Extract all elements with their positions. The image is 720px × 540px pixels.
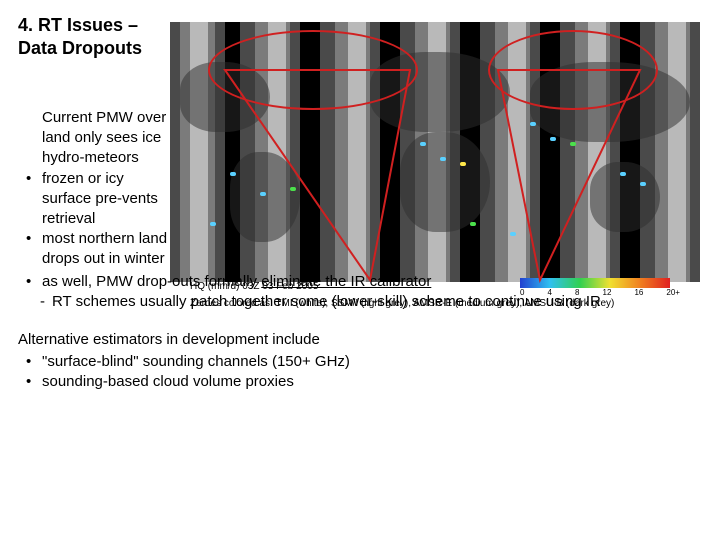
bullet-item: "surface-blind" sounding channels (150+ … [18, 352, 702, 372]
bullet-item: sounding-based cloud volume proxies [18, 372, 702, 392]
annotation-triangle [0, 0, 720, 300]
alternative-section: Alternative estimators in development in… [18, 330, 702, 391]
slide: 4. RT Issues – Data Dropouts [0, 0, 720, 540]
alt-lead: Alternative estimators in development in… [18, 330, 702, 350]
